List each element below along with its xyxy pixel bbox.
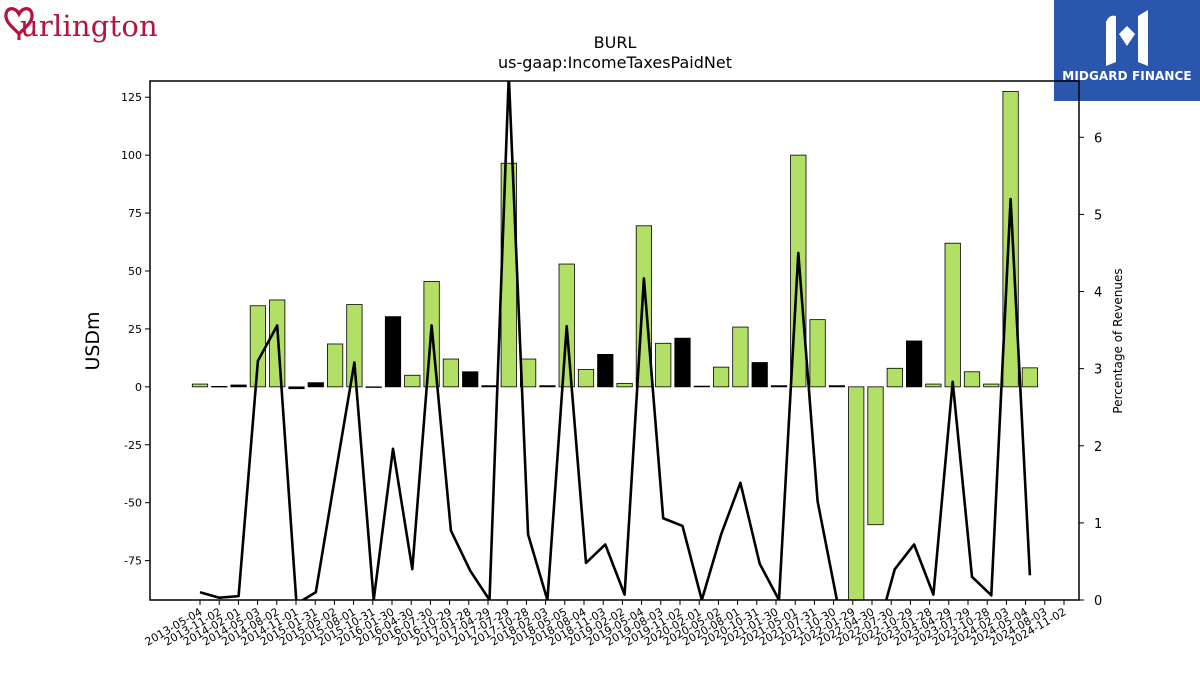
bar bbox=[211, 385, 228, 388]
bar bbox=[713, 366, 730, 388]
bar bbox=[925, 383, 942, 388]
burlington-logo: urlington bbox=[4, 4, 186, 48]
midgard-m-icon bbox=[1106, 10, 1148, 67]
bar bbox=[191, 383, 209, 388]
heart-b-icon bbox=[4, 7, 34, 40]
bar bbox=[770, 385, 788, 388]
bar bbox=[674, 337, 691, 388]
bar bbox=[655, 342, 672, 388]
bar bbox=[751, 362, 768, 388]
chart-subtitle: us-gaap:IncomeTaxesPaidNet bbox=[498, 53, 732, 72]
y2-axis-label: Percentage of Revenues bbox=[1111, 268, 1125, 413]
bar bbox=[1002, 91, 1019, 388]
bar bbox=[732, 326, 749, 388]
y-tick-label: -25 bbox=[124, 439, 142, 452]
bar bbox=[867, 386, 884, 526]
y-tick-label: 125 bbox=[121, 91, 142, 104]
y-tick-label: 25 bbox=[128, 323, 142, 336]
bar bbox=[809, 319, 826, 388]
bar bbox=[326, 343, 344, 388]
series-line bbox=[199, 81, 1032, 600]
bar bbox=[886, 367, 903, 388]
bar bbox=[963, 371, 981, 388]
y2-tick-label: 3 bbox=[1094, 363, 1102, 378]
bar bbox=[693, 385, 710, 388]
burlington-logo-text: urlington bbox=[20, 9, 158, 43]
bar bbox=[944, 242, 961, 388]
bar bbox=[481, 385, 498, 388]
line-layer bbox=[199, 81, 1032, 600]
plot-frame bbox=[149, 80, 1080, 601]
bar bbox=[983, 383, 1000, 388]
bar bbox=[404, 374, 421, 388]
y2-tick-label: 6 bbox=[1094, 131, 1102, 146]
chart-title: BURL bbox=[594, 33, 637, 52]
bar bbox=[577, 369, 595, 388]
bar bbox=[906, 340, 923, 388]
bar bbox=[616, 382, 633, 388]
y2-tick-label: 0 bbox=[1094, 594, 1102, 609]
bar bbox=[848, 386, 865, 600]
y-axis-left: -75 -50 -25 0 25 50 75 100 125 bbox=[121, 91, 150, 568]
y-tick-label: 100 bbox=[121, 149, 142, 162]
bar bbox=[307, 382, 324, 388]
bar bbox=[1021, 367, 1039, 388]
bar bbox=[442, 358, 460, 388]
y2-tick-label: 2 bbox=[1094, 440, 1102, 455]
y-tick-label: 0 bbox=[135, 381, 142, 394]
midgard-finance-logo-text: MIDGARD FINANCE bbox=[1062, 69, 1192, 83]
bar bbox=[365, 386, 382, 388]
bar bbox=[230, 384, 247, 388]
bar bbox=[828, 385, 846, 388]
bar bbox=[346, 304, 363, 388]
y-tick-label: 50 bbox=[128, 265, 142, 278]
bar bbox=[288, 386, 305, 390]
y-tick-label: 75 bbox=[128, 207, 142, 220]
bars-layer bbox=[191, 91, 1039, 600]
bar bbox=[539, 385, 556, 388]
y2-tick-label: 4 bbox=[1094, 286, 1102, 301]
bar bbox=[384, 316, 402, 388]
y-axis-right: 0 1 2 3 4 5 6 bbox=[1079, 131, 1102, 609]
midgard-finance-logo: MIDGARD FINANCE bbox=[1054, 0, 1200, 101]
y-tick-label: -50 bbox=[124, 497, 142, 510]
y-axis-label: USDm bbox=[82, 311, 104, 370]
y-tick-label: -75 bbox=[124, 555, 142, 568]
x-axis: 2013-05-042013-11-022014-02-012014-05-03… bbox=[143, 600, 1069, 649]
y2-tick-label: 1 bbox=[1094, 517, 1102, 532]
bar bbox=[597, 353, 614, 388]
bar bbox=[462, 371, 479, 388]
y2-tick-label: 5 bbox=[1094, 208, 1102, 223]
